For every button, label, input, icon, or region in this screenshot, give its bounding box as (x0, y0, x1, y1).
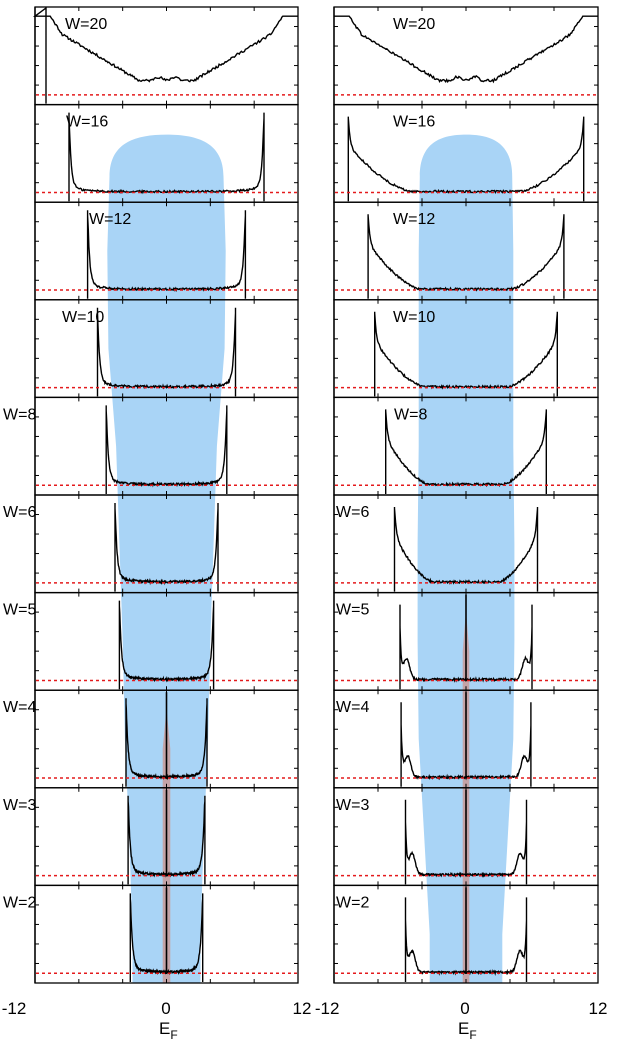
x-axis-label-main: E (159, 1019, 170, 1038)
panel-label: W=2 (3, 894, 36, 911)
panel-w-12: W=12 (34, 201, 299, 301)
panel-label: W=2 (336, 894, 369, 911)
panel-label: W=3 (336, 797, 369, 814)
dos-curve (68, 112, 265, 202)
panel-label: W=6 (3, 504, 36, 521)
panel-label: W=8 (394, 406, 427, 423)
x-axis-label-sub: F (170, 1028, 177, 1042)
panel-label: W=6 (336, 504, 369, 521)
dos-curve (347, 116, 585, 202)
left-column: W=20 W=16 W=12 W=10 W=8 W=6 W=5 W=4 W=3 W=2 (3, 6, 299, 984)
panel-label: W=16 (66, 114, 108, 131)
panel-w-3: W=3 (3, 787, 299, 887)
x-axis-label-left: EF (159, 1019, 178, 1042)
x-axis-label-right: EF (458, 1019, 477, 1042)
panel-label: W=3 (3, 797, 36, 814)
dos-curve (118, 600, 215, 690)
right-column: W=20 W=16 W=12 W=10 W=8 W=6 W=5 W=4 W=3 W=2 (333, 6, 599, 984)
x-axis: -12 0 12 -12 0 12 EF EF (2, 999, 608, 1042)
dos-curve (32, 6, 298, 104)
dos-curve (114, 503, 219, 592)
panel-label: W=4 (3, 699, 36, 716)
panel-label: W=12 (393, 211, 435, 228)
dos-curve (367, 214, 565, 299)
panel-w-5: W=5 (333, 591, 599, 691)
dos-curve (105, 405, 228, 494)
dos-curve (96, 307, 237, 397)
panel-w-20: W=20 (32, 6, 299, 106)
blue-band (417, 134, 515, 984)
panel-w-6: W=6 (3, 494, 299, 594)
x-tick-label-left-min: -12 (2, 999, 27, 1018)
dos-curve (334, 15, 598, 84)
panel-w-4: W=4 (333, 689, 599, 789)
panel-w-2: W=2 (333, 884, 599, 984)
x-tick-label-left-zero: 0 (161, 999, 170, 1018)
panel-w-20: W=20 (333, 6, 599, 106)
dos-curve (385, 409, 547, 494)
dos-curve (86, 210, 247, 299)
x-tick-label-right-zero: 0 (460, 999, 469, 1018)
dos-curve (374, 311, 558, 397)
dos-curve (393, 507, 539, 592)
panel-frame (333, 6, 599, 106)
x-tick-label-boundary: 12 -12 (293, 999, 340, 1018)
panel-w-3: W=3 (333, 787, 599, 887)
panel-w-8: W=8 (333, 396, 599, 496)
panel-label: W=10 (393, 309, 435, 326)
panel-label: W=5 (3, 602, 36, 619)
panel-label: W=20 (393, 16, 435, 33)
blue-band (107, 134, 226, 984)
panel-label: W=16 (393, 114, 435, 131)
panel-label: W=10 (62, 309, 104, 326)
x-axis-label-sub: F (469, 1028, 476, 1042)
panel-label: W=4 (336, 699, 369, 716)
panel-w-2: W=2 (3, 884, 299, 984)
x-tick-label-right-max: 12 (589, 999, 608, 1018)
panel-label: W=8 (3, 406, 36, 423)
panel-label: W=5 (336, 602, 369, 619)
panel-label: W=12 (89, 211, 131, 228)
panel-label: W=20 (65, 16, 107, 33)
x-axis-label-main: E (458, 1019, 469, 1038)
